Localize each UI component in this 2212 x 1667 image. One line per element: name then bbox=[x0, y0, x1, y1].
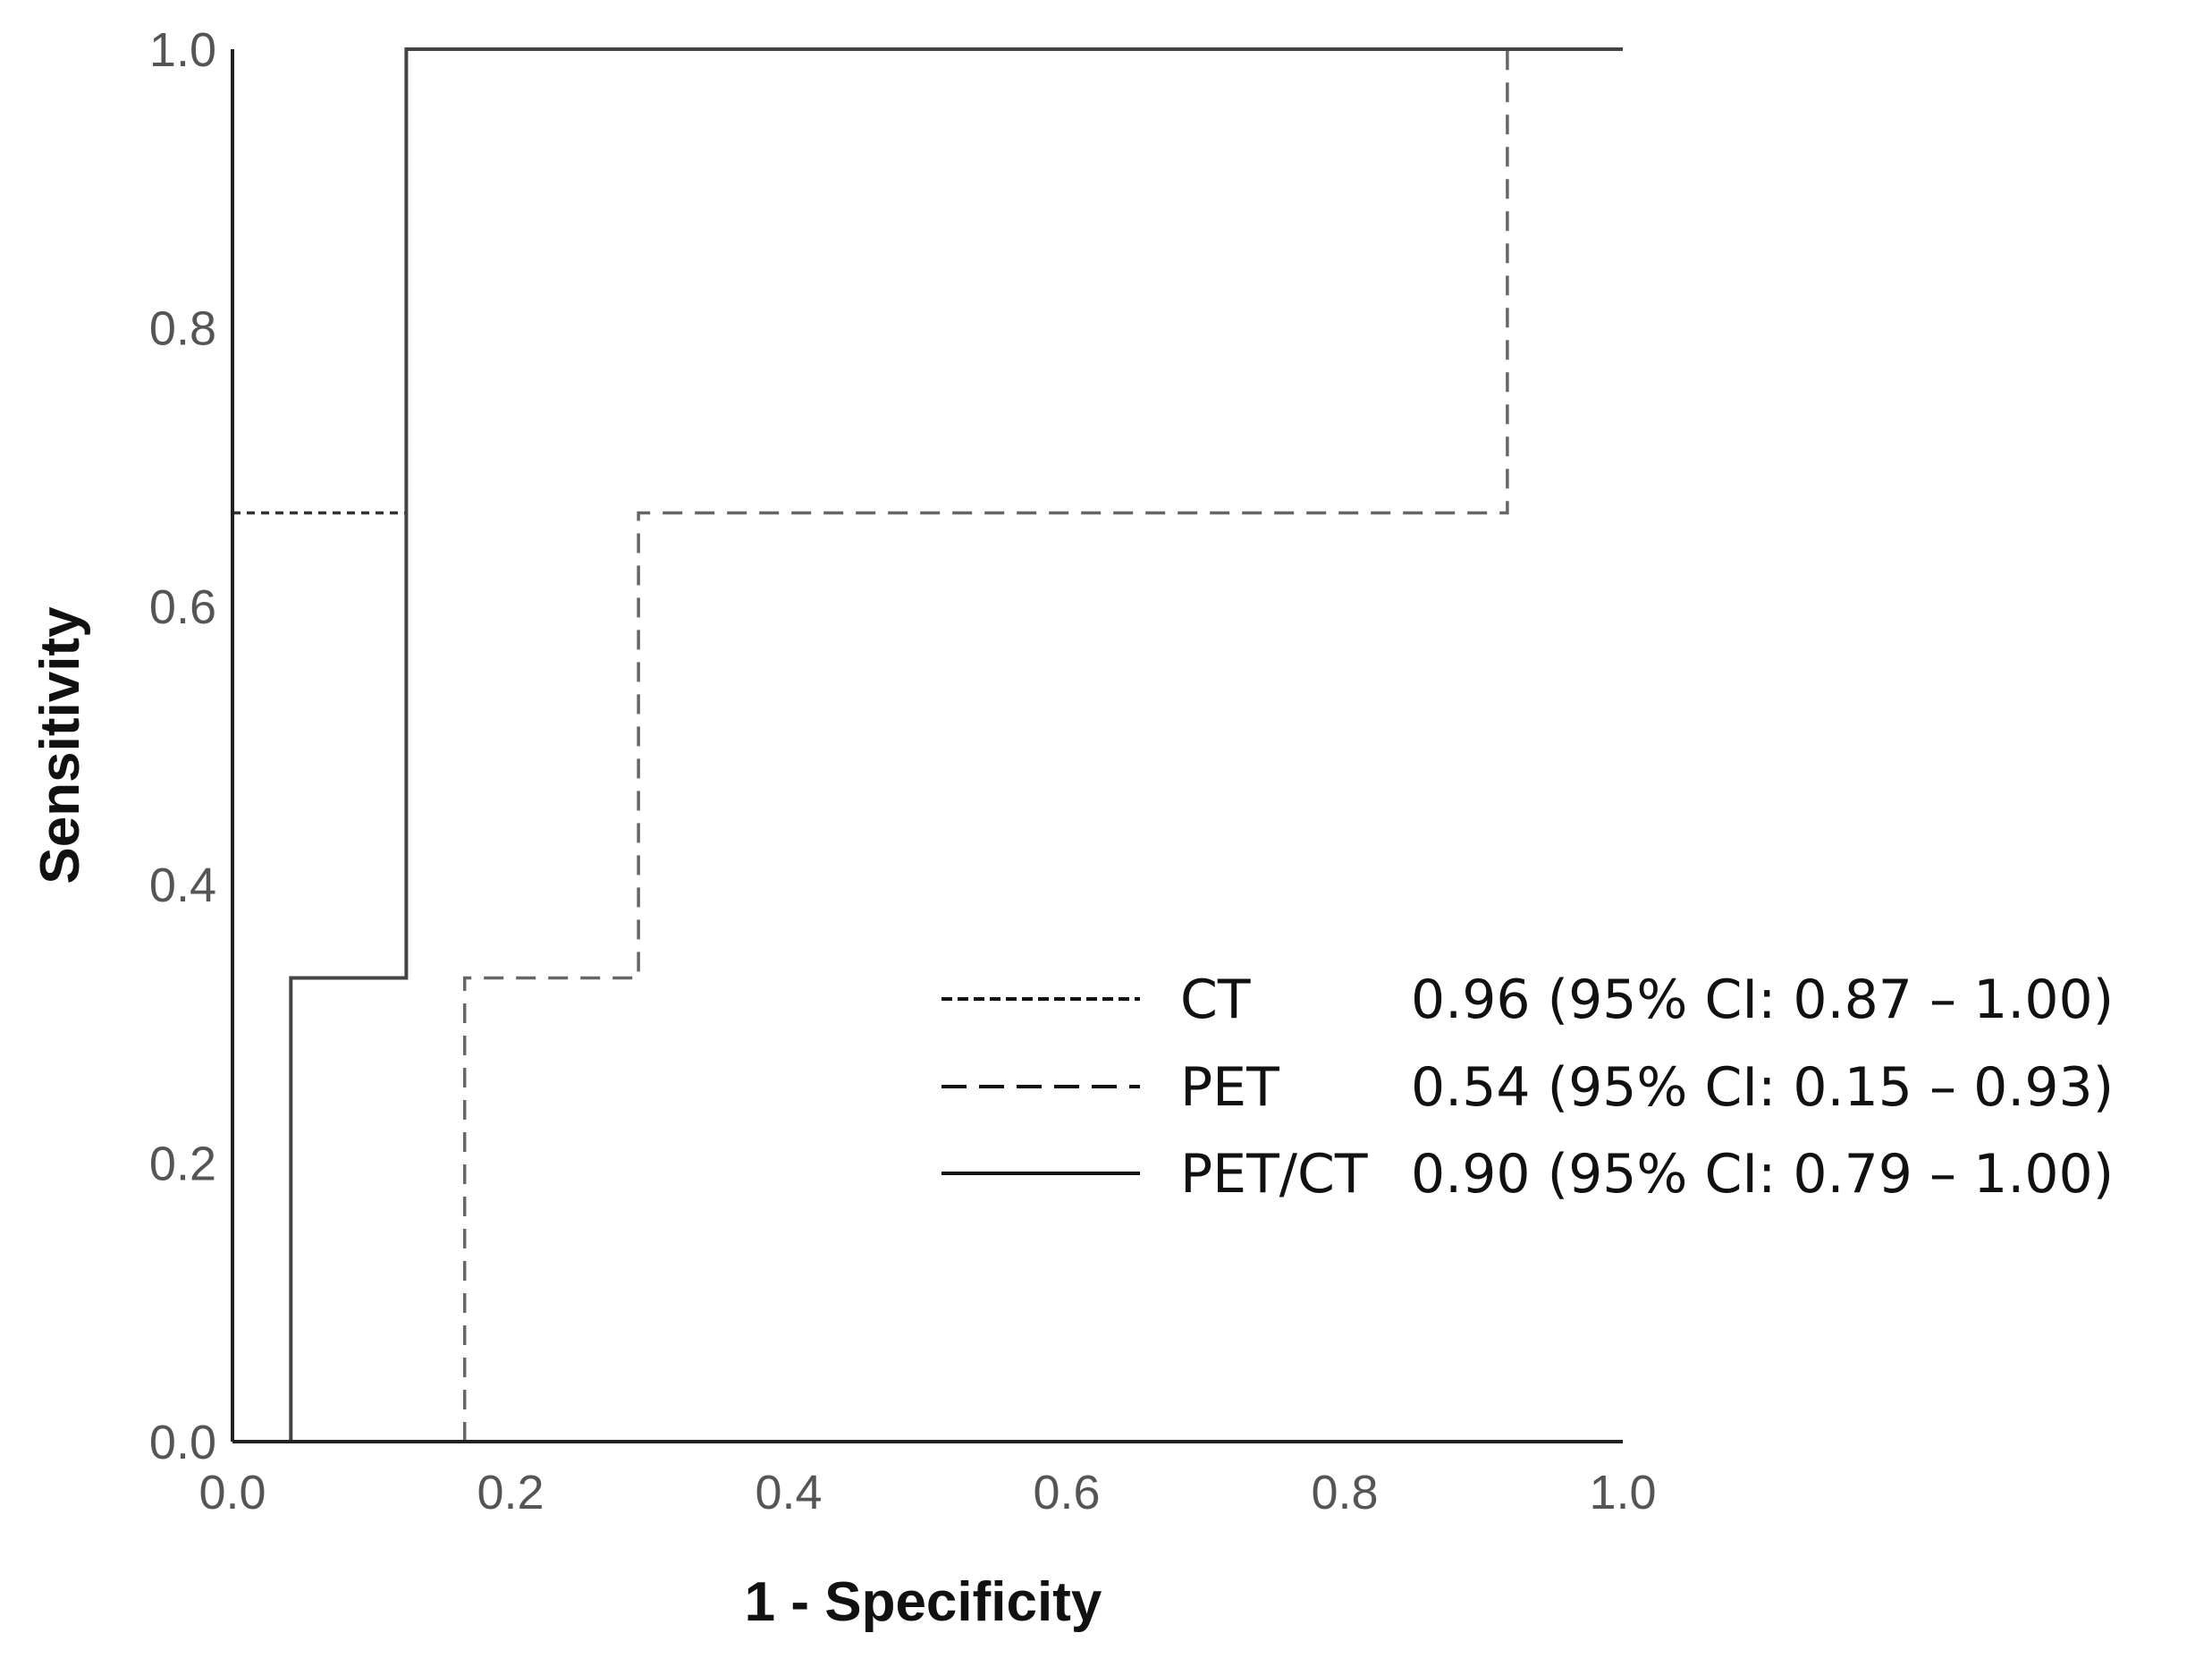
x-tick-label: 0.8 bbox=[1311, 1466, 1378, 1519]
series-line-ct bbox=[232, 47, 1623, 515]
legend-label-pet: PET bbox=[1180, 1056, 1279, 1119]
legend-entry-pet: PET 0.54 (95% CI: 0.15 – 0.93) bbox=[941, 1056, 2114, 1119]
x-tick-label: 0.6 bbox=[1033, 1466, 1100, 1519]
x-tick-label: 1.0 bbox=[1589, 1466, 1656, 1519]
y-axis-title: Sensitivity bbox=[30, 606, 91, 884]
series-layer bbox=[232, 47, 1623, 1442]
legend: CT 0.96 (95% CI: 0.87 – 1.00) PET 0.54 (… bbox=[941, 969, 2114, 1206]
legend-value-pet: 0.54 (95% CI: 0.15 – 0.93) bbox=[1411, 1056, 2114, 1119]
legend-label-pet-ct: PET/CT bbox=[1180, 1143, 1368, 1206]
legend-entry-ct: CT 0.96 (95% CI: 0.87 – 1.00) bbox=[941, 969, 2114, 1031]
legend-entry-pet-ct: PET/CT 0.90 (95% CI: 0.79 – 1.00) bbox=[941, 1143, 2114, 1206]
y-tick-label: 0.2 bbox=[149, 1138, 216, 1191]
legend-value-pet-ct: 0.90 (95% CI: 0.79 – 1.00) bbox=[1411, 1143, 2114, 1206]
axes-layer bbox=[231, 49, 1623, 1443]
y-tick-label: 0.0 bbox=[149, 1416, 216, 1469]
x-tick-labels: 0.0 0.2 0.4 0.6 0.8 1.0 bbox=[198, 1466, 1656, 1519]
y-tick-label: 1.0 bbox=[149, 23, 216, 77]
y-tick-label: 0.6 bbox=[149, 580, 216, 634]
legend-label-ct: CT bbox=[1180, 969, 1251, 1031]
series-line-pet-ct bbox=[289, 47, 1623, 1442]
x-tick-label: 0.4 bbox=[755, 1466, 822, 1519]
x-axis-title: 1 - Specificity bbox=[745, 1571, 1102, 1633]
y-tick-label: 0.8 bbox=[149, 301, 216, 355]
y-tick-label: 0.4 bbox=[149, 859, 216, 912]
x-tick-label: 0.0 bbox=[198, 1466, 266, 1519]
x-tick-label: 0.2 bbox=[477, 1466, 544, 1519]
series-line-pet bbox=[462, 47, 1623, 1442]
legend-value-ct: 0.96 (95% CI: 0.87 – 1.00) bbox=[1411, 969, 2114, 1031]
y-tick-labels: 0.0 0.2 0.4 0.6 0.8 1.0 bbox=[149, 23, 216, 1469]
